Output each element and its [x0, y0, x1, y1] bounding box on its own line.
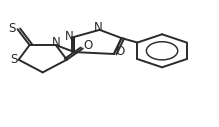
- Text: O: O: [83, 39, 92, 52]
- Text: S: S: [8, 22, 16, 35]
- Text: O: O: [116, 45, 125, 58]
- Text: N: N: [65, 30, 74, 43]
- Text: N: N: [52, 36, 61, 49]
- Text: S: S: [10, 53, 18, 66]
- Text: N: N: [94, 21, 103, 34]
